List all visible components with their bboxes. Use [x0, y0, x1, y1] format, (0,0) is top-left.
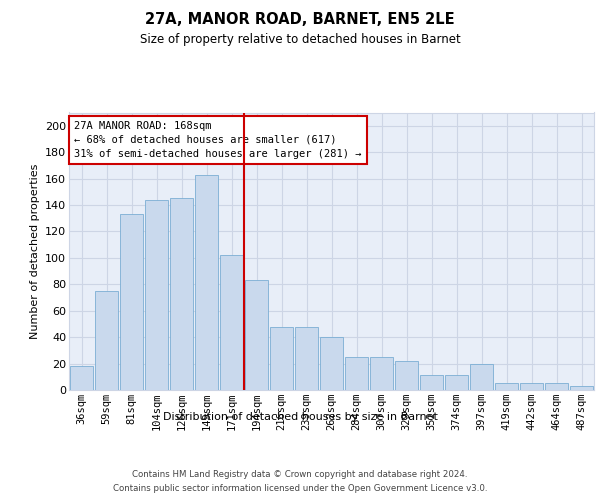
Y-axis label: Number of detached properties: Number of detached properties: [29, 164, 40, 339]
Bar: [395, 361, 418, 390]
Text: Contains HM Land Registry data © Crown copyright and database right 2024.: Contains HM Land Registry data © Crown c…: [132, 470, 468, 479]
Bar: [120, 214, 143, 390]
Bar: [320, 337, 343, 390]
Bar: [370, 357, 393, 390]
Bar: [245, 280, 268, 390]
Bar: [270, 326, 293, 390]
Bar: [70, 366, 93, 390]
Bar: [470, 364, 493, 390]
Bar: [295, 326, 318, 390]
Text: Size of property relative to detached houses in Barnet: Size of property relative to detached ho…: [140, 32, 460, 46]
Bar: [420, 376, 443, 390]
Text: Contains public sector information licensed under the Open Government Licence v3: Contains public sector information licen…: [113, 484, 487, 493]
Bar: [145, 200, 168, 390]
Bar: [220, 255, 243, 390]
Bar: [345, 357, 368, 390]
Bar: [570, 386, 593, 390]
Bar: [495, 384, 518, 390]
Bar: [170, 198, 193, 390]
Bar: [445, 376, 468, 390]
Bar: [95, 291, 118, 390]
Text: Distribution of detached houses by size in Barnet: Distribution of detached houses by size …: [163, 412, 437, 422]
Text: 27A MANOR ROAD: 168sqm
← 68% of detached houses are smaller (617)
31% of semi-de: 27A MANOR ROAD: 168sqm ← 68% of detached…: [74, 121, 362, 159]
Bar: [195, 174, 218, 390]
Text: 27A, MANOR ROAD, BARNET, EN5 2LE: 27A, MANOR ROAD, BARNET, EN5 2LE: [145, 12, 455, 28]
Bar: [520, 384, 543, 390]
Bar: [545, 384, 568, 390]
